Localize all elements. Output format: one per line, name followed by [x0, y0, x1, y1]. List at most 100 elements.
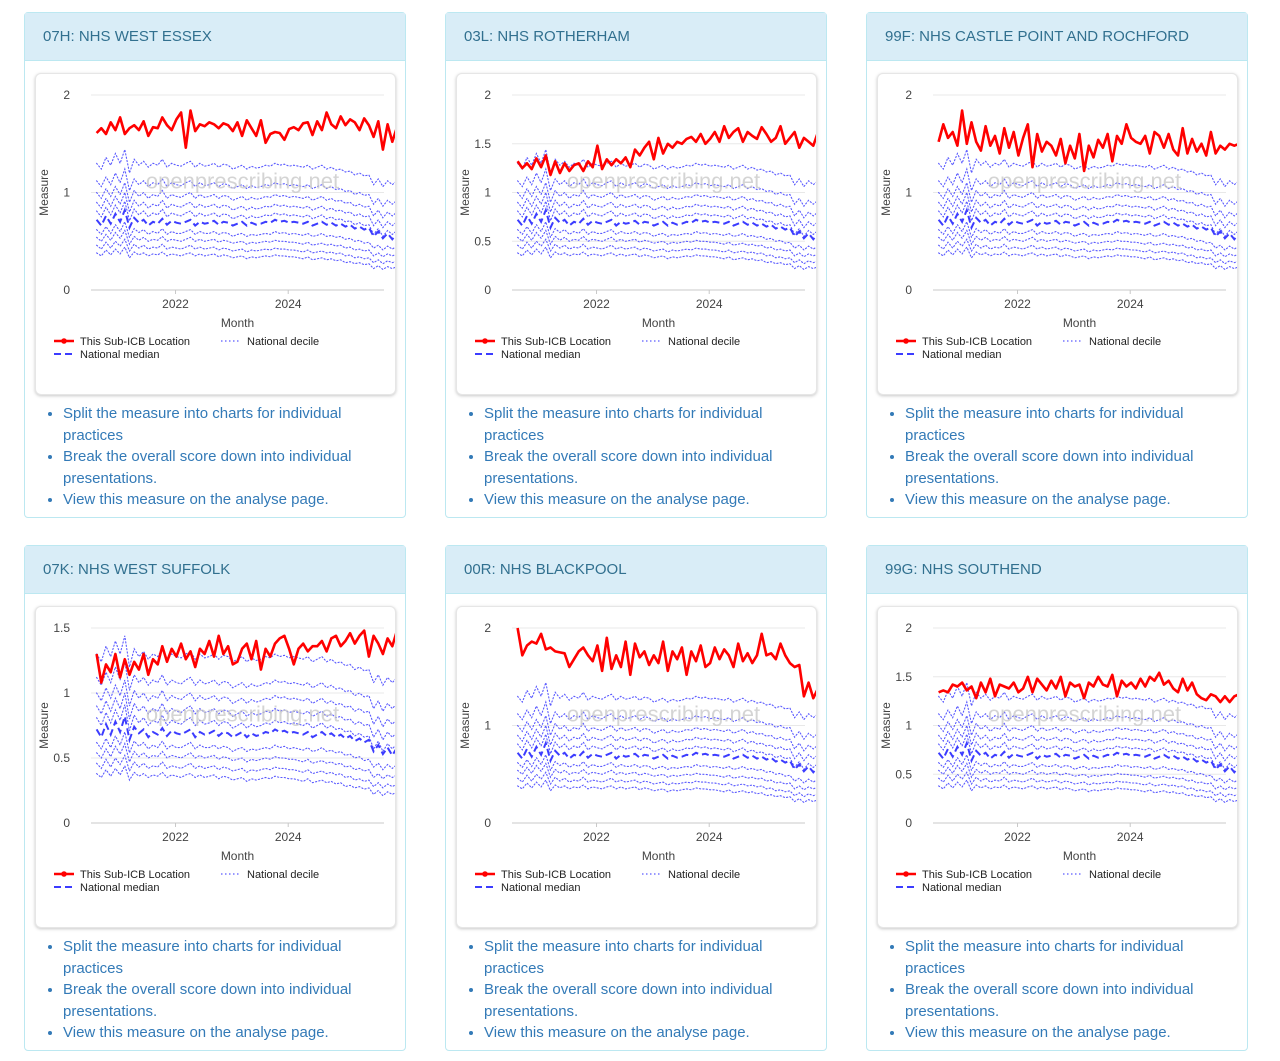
national-decile-line: [938, 778, 1237, 804]
legend-median-label: National median: [80, 349, 160, 361]
y-tick-label: 1.5: [474, 137, 491, 151]
watermark: openprescribing.net: [988, 169, 1181, 194]
analyse-page-link[interactable]: View this measure on the analyse page.: [63, 1024, 329, 1041]
measure-links: Split the measure into charts for indivi…: [465, 936, 824, 1044]
measure-chart: 0 1 2 2022 2024 Month Measure openprescribing.n…: [456, 606, 817, 928]
y-axis-title: Measure: [458, 169, 472, 216]
national-decile-line: [517, 245, 816, 271]
x-axis-title: Month: [642, 849, 675, 863]
analyse-page-link[interactable]: View this measure on the analyse page.: [905, 491, 1171, 508]
break-down-presentations-link[interactable]: Break the overall score down into indivi…: [905, 981, 1194, 1020]
legend-location-label: This Sub-ICB Location: [80, 336, 190, 348]
legend-location-label: This Sub-ICB Location: [922, 336, 1032, 348]
list-item: View this measure on the analyse page.: [484, 489, 824, 511]
legend-location-marker: [903, 338, 909, 344]
legend-decile-label: National decile: [668, 336, 740, 348]
y-tick-label: 0: [905, 283, 912, 297]
chart-legend: This Sub-ICB Location National decile Nati…: [54, 869, 319, 894]
legend-location-label: This Sub-ICB Location: [80, 869, 190, 881]
y-tick-label: 0: [484, 283, 491, 297]
national-decile-line: [517, 778, 816, 804]
legend-decile-label: National decile: [1089, 336, 1161, 348]
national-decile-line: [517, 190, 816, 229]
national-decile-line: [96, 220, 395, 251]
national-decile-line: [938, 180, 1237, 219]
y-tick-label: 1.5: [53, 621, 70, 635]
x-tick-label: 2024: [275, 297, 302, 311]
legend-location-marker: [61, 871, 67, 877]
panel-title[interactable]: 07H: NHS WEST ESSEX: [25, 13, 405, 61]
split-practices-link[interactable]: Split the measure into charts for indivi…: [905, 405, 1184, 444]
panel-title[interactable]: 03L: NHS ROTHERHAM: [446, 13, 826, 61]
chart-svg: 0 0.5 1 1.5 2 2022 2024 Month Measure openprescri…: [458, 88, 816, 361]
chart-svg: 0 1 2 2022 2024 Month Measure openprescribing.n…: [458, 621, 816, 894]
list-item: Split the measure into charts for indivi…: [905, 936, 1245, 979]
panel-title[interactable]: 99G: NHS SOUTHEND: [867, 546, 1247, 594]
national-decile-line: [517, 680, 816, 721]
location-line: [938, 671, 1237, 704]
x-tick-label: 2024: [1117, 830, 1144, 844]
measure-links: Split the measure into charts for indivi…: [465, 403, 824, 511]
national-decile-line: [938, 167, 1237, 208]
y-tick-label: 1: [63, 186, 70, 200]
y-tick-label: 0: [484, 816, 491, 830]
legend-location-label: This Sub-ICB Location: [922, 869, 1032, 881]
split-practices-link[interactable]: Split the measure into charts for indivi…: [905, 938, 1184, 977]
measure-links: Split the measure into charts for indivi…: [44, 936, 403, 1044]
national-median-line: [95, 716, 395, 758]
location-line: [516, 627, 816, 700]
list-item: Split the measure into charts for indivi…: [905, 403, 1245, 446]
y-axis-title: Measure: [879, 169, 893, 216]
list-item: Split the measure into charts for indivi…: [63, 936, 403, 979]
y-axis-title: Measure: [37, 702, 51, 749]
national-decile-line: [938, 723, 1237, 762]
national-decile-line: [96, 229, 395, 258]
panel-title[interactable]: 00R: NHS BLACKPOOL: [446, 546, 826, 594]
split-practices-link[interactable]: Split the measure into charts for indivi…: [484, 938, 763, 977]
x-tick-label: 2022: [162, 830, 189, 844]
chart-legend: This Sub-ICB Location National decile Nati…: [896, 336, 1161, 361]
break-down-presentations-link[interactable]: Break the overall score down into indivi…: [484, 981, 773, 1020]
analyse-page-link[interactable]: View this measure on the analyse page.: [905, 1024, 1171, 1041]
break-down-presentations-link[interactable]: Break the overall score down into indivi…: [63, 448, 352, 487]
national-decile-line: [96, 730, 395, 771]
panel-title[interactable]: 99F: NHS CASTLE POINT AND ROCHFORD: [867, 13, 1247, 61]
break-down-presentations-link[interactable]: Break the overall score down into indivi…: [63, 981, 352, 1020]
national-decile-line: [96, 742, 395, 780]
legend-median-label: National median: [80, 882, 160, 894]
list-item: Break the overall score down into indivi…: [905, 979, 1245, 1022]
national-decile-line: [938, 753, 1237, 784]
chart-legend: This Sub-ICB Location National decile Nati…: [475, 336, 740, 361]
national-decile-line: [517, 180, 816, 219]
watermark: openprescribing.net: [146, 702, 339, 727]
national-decile-line: [96, 635, 395, 687]
watermark: openprescribing.net: [988, 702, 1181, 727]
split-practices-link[interactable]: Split the measure into charts for indivi…: [63, 938, 342, 977]
x-tick-label: 2024: [696, 297, 723, 311]
legend-decile-label: National decile: [668, 869, 740, 881]
break-down-presentations-link[interactable]: Break the overall score down into indivi…: [905, 448, 1194, 487]
analyse-page-link[interactable]: View this measure on the analyse page.: [63, 491, 329, 508]
break-down-presentations-link[interactable]: Break the overall score down into indivi…: [484, 448, 773, 487]
list-item: Split the measure into charts for indivi…: [484, 936, 824, 979]
x-axis-title: Month: [1063, 316, 1096, 330]
y-tick-label: 1: [484, 186, 491, 200]
national-decile-line: [96, 167, 395, 208]
national-decile-line: [96, 238, 395, 265]
chart-svg: 0 1 2 2022 2024 Month Measure openprescribing.n…: [37, 88, 395, 361]
analyse-page-link[interactable]: View this measure on the analyse page.: [484, 1024, 750, 1041]
location-line: [516, 124, 816, 177]
y-tick-label: 0: [63, 816, 70, 830]
analyse-page-link[interactable]: View this measure on the analyse page.: [484, 491, 750, 508]
measure-panel: 07H: NHS WEST ESSEX 0 1 2 2022 2024 Month Measu…: [24, 12, 406, 518]
panel-title[interactable]: 07K: NHS WEST SUFFOLK: [25, 546, 405, 594]
national-decile-line: [96, 679, 395, 728]
y-tick-label: 1: [484, 719, 491, 733]
split-practices-link[interactable]: Split the measure into charts for indivi…: [63, 405, 342, 444]
y-tick-label: 2: [484, 621, 491, 635]
split-practices-link[interactable]: Split the measure into charts for indivi…: [484, 405, 763, 444]
measure-links: Split the measure into charts for indivi…: [44, 403, 403, 511]
x-tick-label: 2022: [162, 297, 189, 311]
y-tick-label: 0.5: [474, 234, 491, 248]
location-line: [937, 109, 1237, 173]
